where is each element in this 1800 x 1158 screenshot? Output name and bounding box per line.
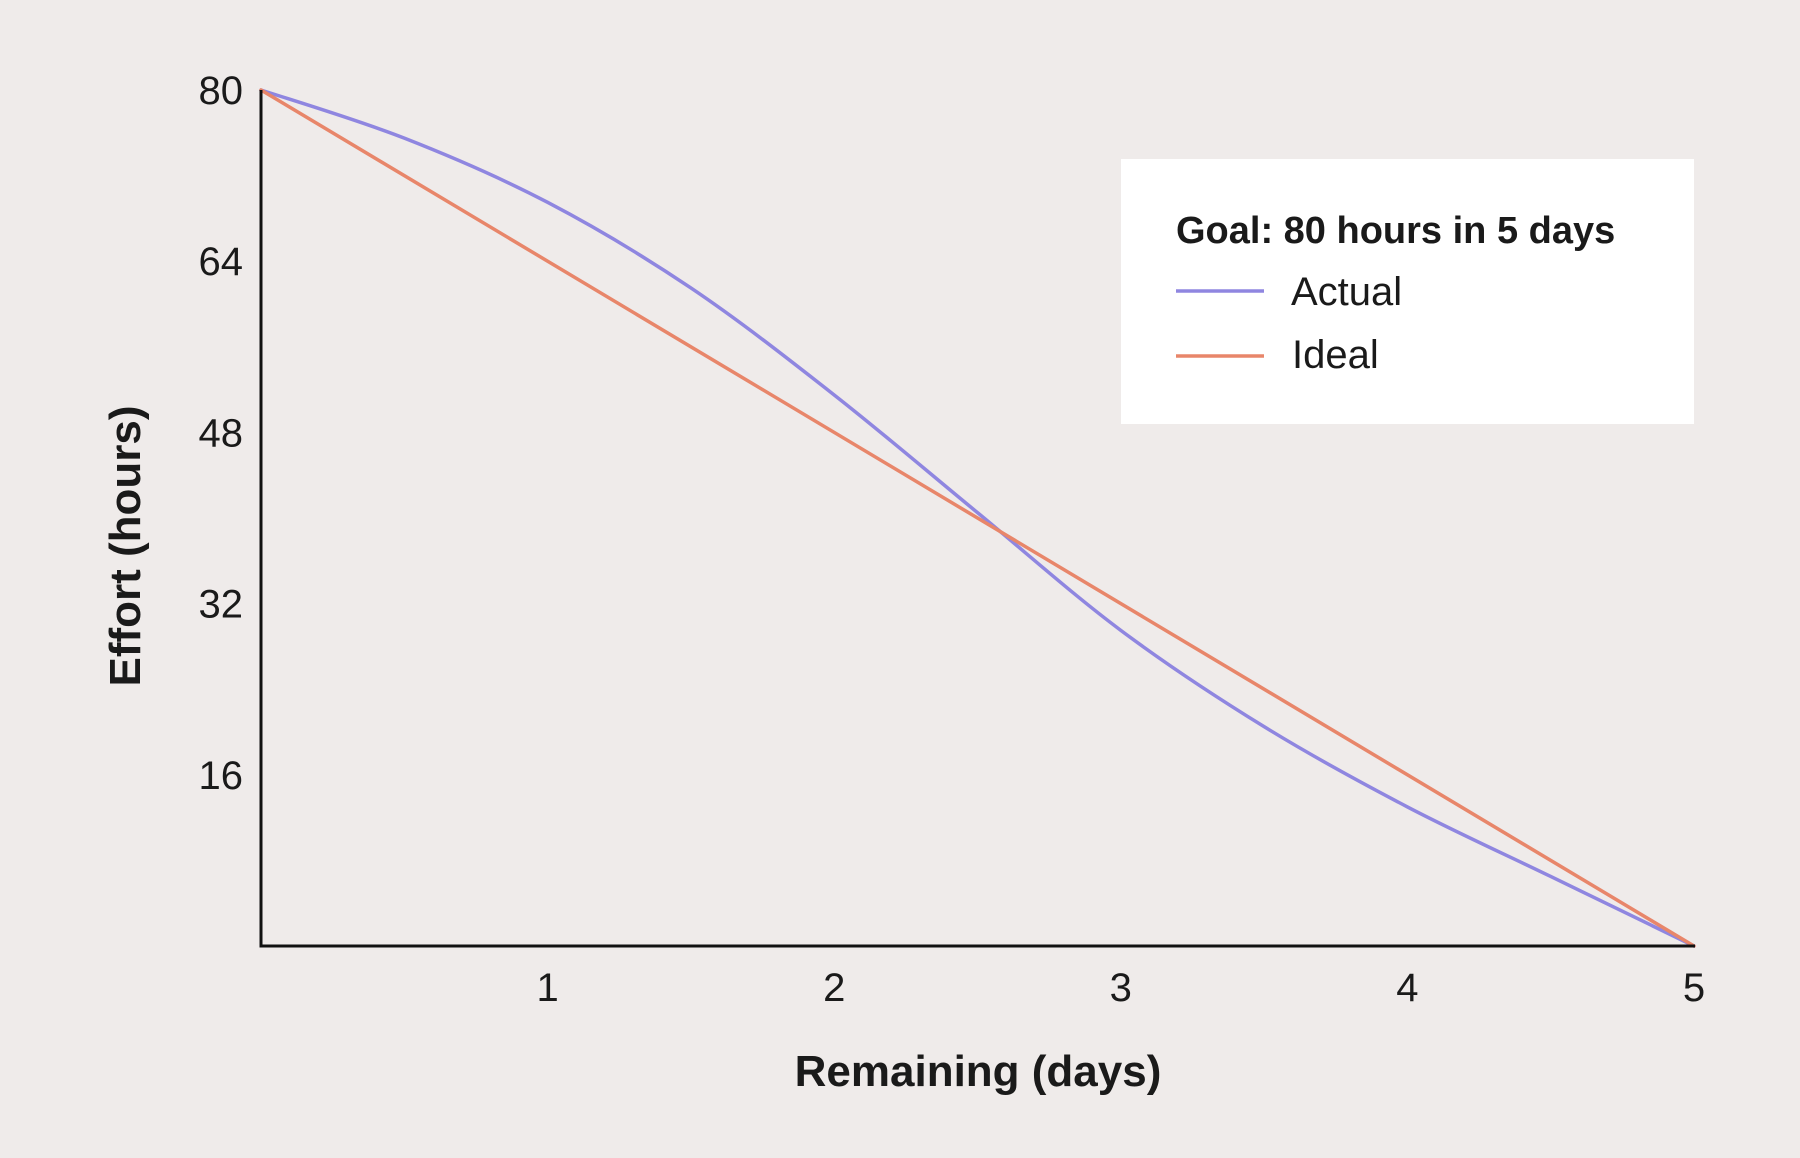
legend-label-actual: Actual [1291, 270, 1402, 314]
series-layer [259, 88, 1696, 948]
y-tick-label: 64 [199, 240, 244, 284]
x-tick-label: 4 [1396, 966, 1418, 1010]
x-tick-labels: 1 2 3 4 5 [536, 966, 1705, 1010]
y-tick-label: 32 [199, 583, 244, 627]
x-tick-label: 5 [1683, 966, 1705, 1010]
y-axis-title: Effort (hours) [101, 405, 150, 686]
series-line-actual [259, 88, 1696, 948]
y-tick-label: 80 [199, 69, 244, 113]
y-tick-labels: 16 32 48 64 80 [199, 69, 244, 798]
legend: Goal: 80 hours in 5 days Actual Ideal [1121, 159, 1694, 424]
legend-label-ideal: Ideal [1292, 333, 1379, 377]
x-tick-label: 2 [823, 966, 845, 1010]
series-line-ideal [259, 88, 1696, 948]
x-tick-label: 1 [536, 966, 558, 1010]
x-axis-title: Remaining (days) [795, 1047, 1162, 1096]
legend-title: Goal: 80 hours in 5 days [1176, 210, 1615, 252]
x-tick-label: 3 [1110, 966, 1132, 1010]
y-tick-label: 16 [199, 754, 244, 798]
y-tick-label: 48 [199, 411, 244, 455]
